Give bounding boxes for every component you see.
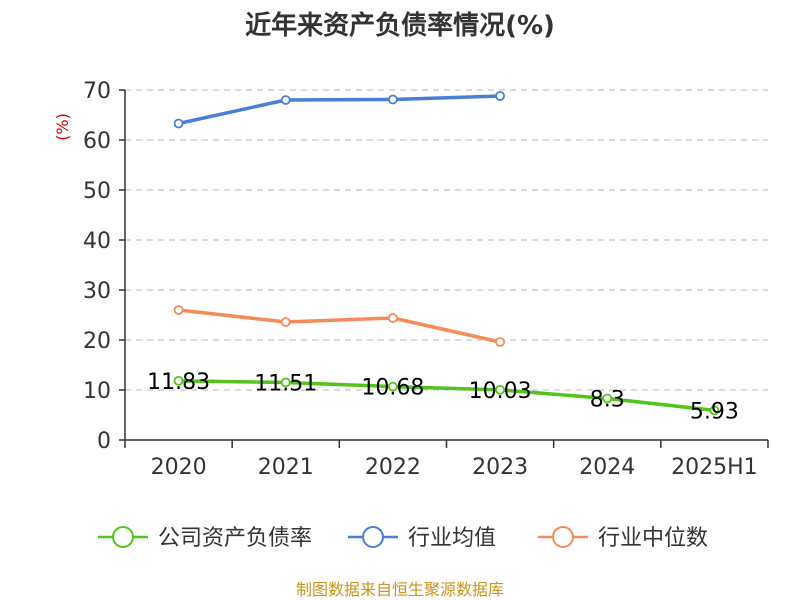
y-tick-label: 30 [83, 279, 111, 304]
x-tick-label: 2023 [472, 455, 528, 480]
data-point [602, 393, 613, 404]
legend-marker [552, 526, 574, 548]
data-point [388, 313, 398, 323]
x-tick-label: 2021 [258, 455, 314, 480]
legend-label: 行业均值 [408, 526, 496, 551]
data-point [388, 381, 398, 392]
legend-marker [112, 526, 134, 548]
data-label: 11.51 [254, 371, 317, 396]
legend: 公司资产负债率 行业均值 行业中位数 [98, 526, 708, 551]
x-tick-label: 2024 [579, 455, 635, 480]
chart-title: 近年来资产负债率情况(%) [245, 10, 555, 41]
series-2 [173, 305, 505, 347]
data-point [495, 91, 505, 101]
data-point [709, 405, 720, 416]
y-tick-label: 20 [83, 329, 111, 354]
data-label: 10.03 [469, 379, 532, 404]
data-label: 11.83 [147, 370, 210, 395]
axes: 0 10 20 30 40 50 60 70 2020 2021 2022 2023 2024 2025H… [83, 79, 769, 480]
x-tick-label: 2025H1 [671, 455, 758, 480]
data-point [173, 375, 184, 386]
data-point [173, 118, 184, 129]
x-tick-label: 2022 [365, 455, 421, 480]
series-1 [173, 91, 505, 129]
series-line [178, 308, 501, 344]
data-point [495, 384, 505, 395]
series-0: 11.83 11.51 10.68 10.03 8.3 5.93 [147, 370, 739, 425]
grid [125, 89, 768, 391]
legend-item-2: 行业中位数 [538, 526, 708, 551]
data-point [280, 95, 291, 105]
y-tick-label: 40 [83, 229, 111, 254]
y-tick-label: 60 [83, 129, 111, 154]
data-label: 8.3 [590, 388, 625, 413]
data-point [280, 377, 291, 388]
data-label: 5.93 [690, 399, 739, 424]
y-tick-label: 0 [97, 429, 111, 454]
legend-label: 行业中位数 [598, 526, 708, 551]
data-point [173, 305, 184, 315]
series-line [178, 94, 501, 126]
data-point [388, 94, 398, 105]
series-line [178, 379, 715, 413]
y-axis-label: (%) [53, 113, 72, 141]
y-tick-label: 50 [83, 179, 111, 204]
legend-marker [362, 526, 384, 548]
series-group: 11.83 11.51 10.68 10.03 8.3 5.93 [147, 91, 739, 425]
source-note: 制图数据来自恒生聚源数据库 [296, 580, 504, 599]
y-tick-label: 70 [83, 79, 111, 104]
legend-item-1: 行业均值 [348, 526, 496, 551]
legend-label: 公司资产负债率 [158, 526, 312, 551]
x-tick-label: 2020 [151, 455, 207, 480]
data-point [280, 317, 291, 327]
legend-item-0: 公司资产负债率 [98, 526, 312, 551]
y-tick-label: 10 [83, 379, 111, 404]
data-point [495, 337, 505, 347]
data-label: 10.68 [361, 376, 424, 401]
